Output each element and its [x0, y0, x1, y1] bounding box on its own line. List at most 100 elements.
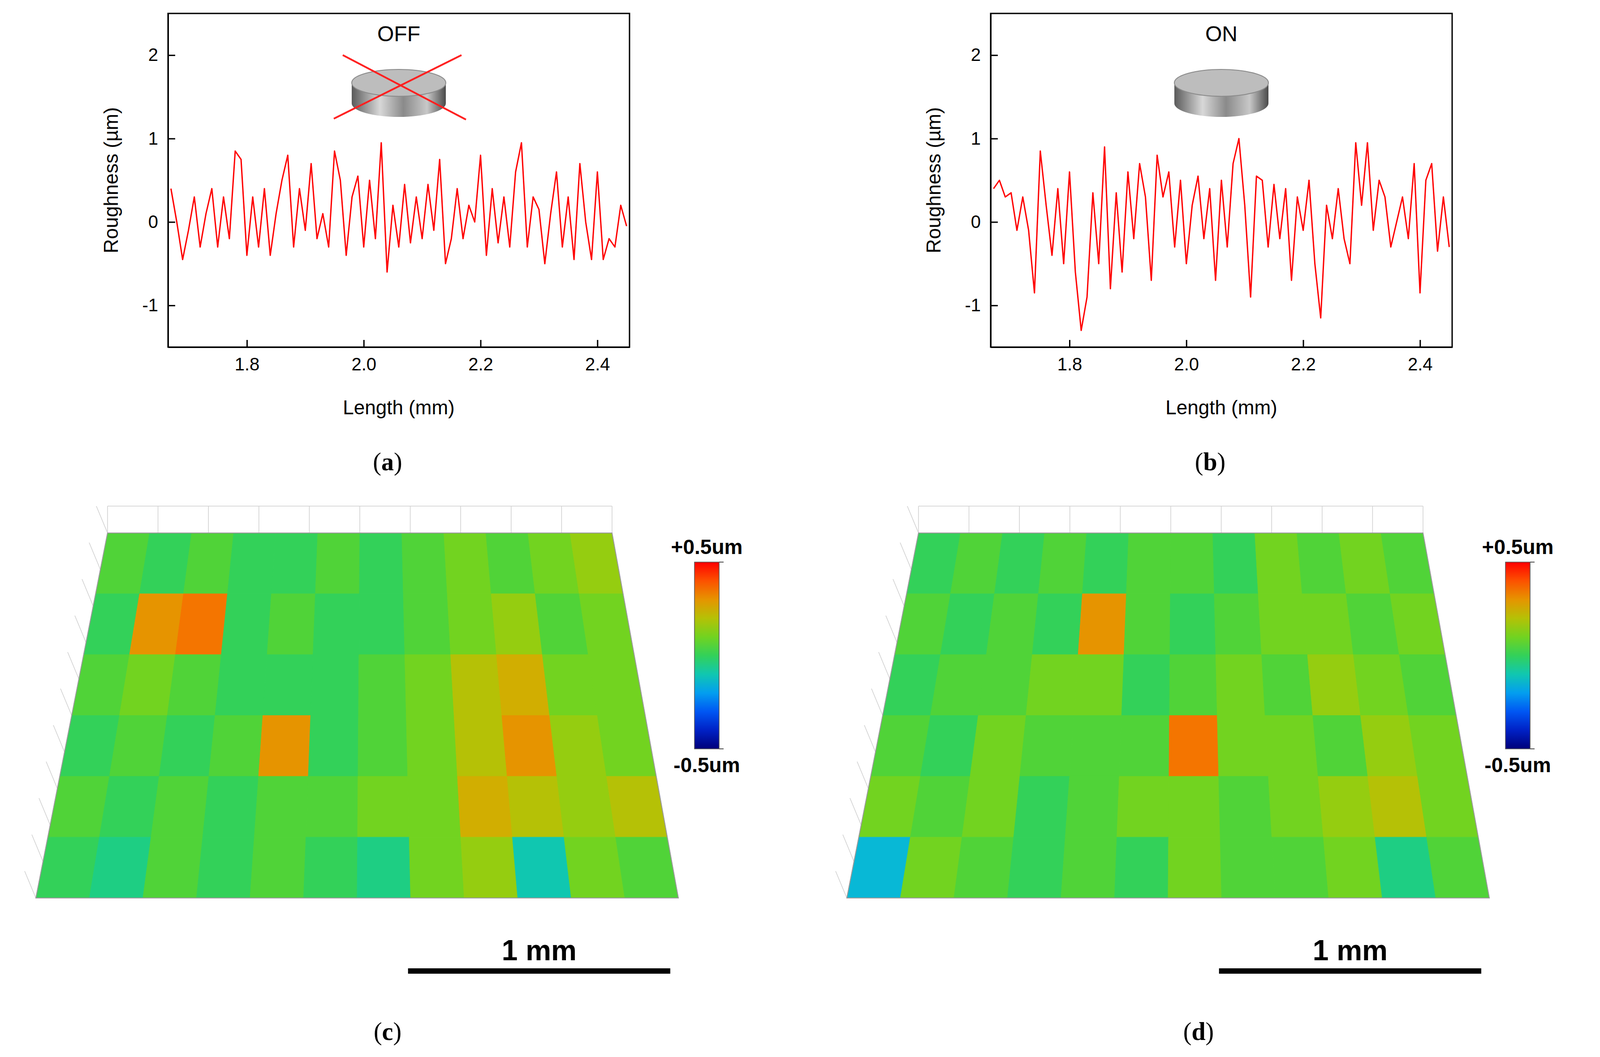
- scale-bar-label: 1 mm: [1312, 934, 1388, 967]
- wire-line: [81, 579, 94, 607]
- y-tick-mark: [990, 305, 998, 307]
- wire-line: [258, 506, 260, 534]
- surface-cell: [1126, 533, 1171, 595]
- wire-line: [510, 506, 512, 534]
- panel-title: OFF: [377, 21, 421, 46]
- surface-cell: [978, 655, 1033, 716]
- y-tick: -1: [142, 295, 176, 315]
- surface-cell: [1168, 715, 1219, 777]
- surface-cell: [1408, 715, 1467, 777]
- x-tick-mark: [1302, 340, 1305, 348]
- x-axis-line: [991, 346, 1453, 349]
- wire-line: [309, 506, 311, 534]
- surface-cell: [119, 655, 176, 716]
- surface-cell: [556, 776, 616, 838]
- x-tick-label: 2.2: [1290, 354, 1316, 375]
- wire-line: [74, 616, 87, 643]
- wire-line: [1018, 506, 1020, 534]
- cross-line: [333, 55, 462, 119]
- surface-cell: [1119, 715, 1170, 777]
- x-tick-label: 2.0: [351, 354, 377, 375]
- y-tick-mark: [990, 138, 998, 140]
- wire-line: [1120, 506, 1122, 534]
- x-tick-label: 2.4: [585, 354, 611, 375]
- surface-cell: [263, 655, 314, 716]
- surface-cell: [271, 533, 318, 595]
- surface-cell: [406, 715, 458, 777]
- y-axis: -1012: [142, 13, 176, 348]
- wire-line: [871, 689, 883, 716]
- surface-cell: [1215, 655, 1265, 716]
- surface-cell: [846, 837, 911, 899]
- surface-cell: [313, 594, 360, 656]
- surface-cell: [930, 655, 987, 716]
- surface-cell: [496, 655, 550, 716]
- y-tick-label: 0: [970, 211, 981, 232]
- plot-frame: [168, 13, 630, 348]
- surface-cell: [460, 837, 518, 899]
- x-tick-label: 2.0: [1173, 354, 1199, 375]
- surface-cell: [564, 837, 626, 899]
- surface-cell: [1297, 533, 1347, 595]
- x-tick-label: 1.8: [1057, 354, 1083, 375]
- panel-label: (c): [373, 1017, 402, 1047]
- surface-cell: [1124, 594, 1171, 656]
- wire-line: [89, 543, 101, 570]
- surface-cells: [846, 533, 1490, 899]
- surface-cell: [250, 837, 307, 899]
- magnet-icon: [1174, 69, 1269, 117]
- surface-cell: [1261, 655, 1313, 716]
- wire-line: [842, 835, 854, 863]
- scale-bar: [408, 968, 671, 975]
- surface-cell: [1212, 533, 1259, 595]
- wire-line: [31, 835, 44, 863]
- y-tick-label: 1: [148, 128, 159, 149]
- wire-line: [1372, 506, 1374, 534]
- surface-cell: [357, 776, 410, 838]
- wire-line: [67, 652, 79, 680]
- surface-cell: [1082, 533, 1129, 595]
- x-axis: 1.82.02.22.4: [168, 340, 630, 375]
- y-tick-label: 2: [148, 44, 159, 65]
- surface-cell: [1375, 837, 1437, 899]
- surface-cell: [486, 533, 536, 595]
- surface-cell: [986, 594, 1039, 656]
- surface-cell: [1318, 776, 1376, 838]
- wire-line: [60, 689, 72, 716]
- surface-cell: [1026, 655, 1079, 716]
- y-axis-title: Roughness (µm): [99, 107, 122, 254]
- surface-cell: [142, 837, 203, 899]
- surface-cell: [1168, 776, 1221, 838]
- surface-cell: [409, 837, 465, 899]
- cross-line: [342, 55, 466, 120]
- wire-line: [864, 725, 876, 753]
- colorbar-label: -0.5um: [673, 753, 740, 777]
- x-tick: 2.0: [351, 340, 377, 375]
- surface-cell: [542, 655, 598, 716]
- surface-cell: [994, 533, 1045, 595]
- surface-cell: [407, 776, 462, 838]
- y-tick-label: 1: [970, 128, 981, 149]
- magnet-top: [351, 69, 446, 97]
- surface-cell: [310, 655, 359, 716]
- surface-cell: [1264, 715, 1319, 777]
- surface-cell: [1217, 715, 1269, 777]
- colorbar: +0.5um-0.5um: [1482, 535, 1554, 777]
- wire-line: [918, 505, 1424, 507]
- colorbar-label: -0.5um: [1484, 753, 1551, 777]
- y-tick: 2: [148, 44, 176, 65]
- surface-cell: [1121, 655, 1170, 716]
- surface-cell: [303, 837, 358, 899]
- surface-cell: [358, 655, 407, 716]
- surface-cell: [1302, 594, 1354, 656]
- surface-cell: [109, 715, 168, 777]
- scale-bar: [1219, 968, 1482, 975]
- colorbar-tick: [719, 748, 724, 750]
- colorbar-tick: [1530, 748, 1535, 750]
- surface-cell: [183, 533, 234, 595]
- wire-line: [918, 506, 919, 534]
- surface-cell: [501, 715, 557, 777]
- surface-cell: [315, 533, 360, 595]
- surface-cell: [1399, 655, 1457, 716]
- wire-line: [460, 506, 462, 534]
